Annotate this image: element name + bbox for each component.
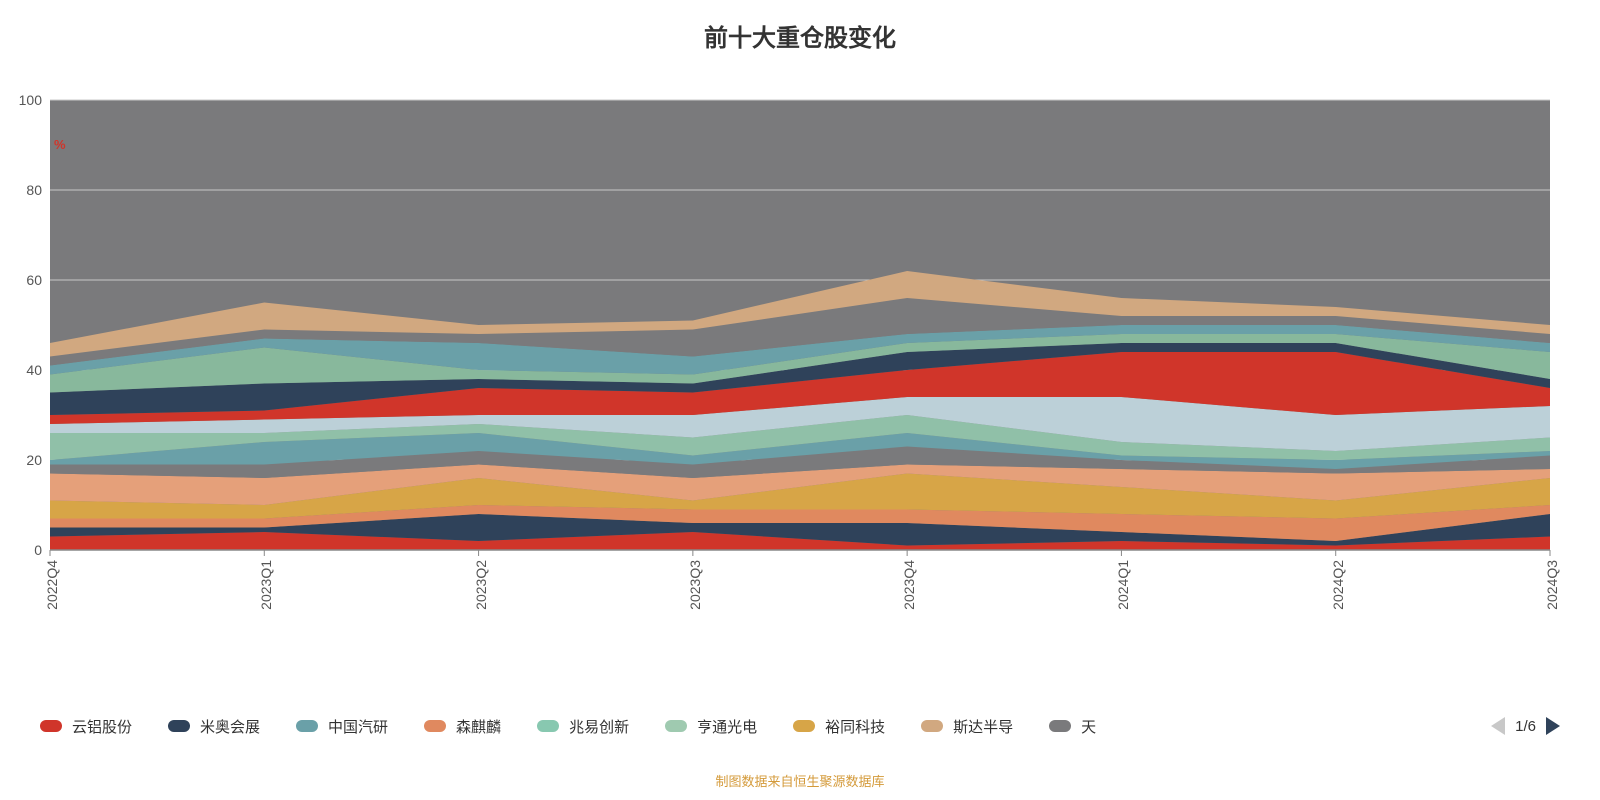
legend-swatch [921, 720, 943, 732]
x-tick-label: 2024Q2 [1330, 560, 1346, 610]
pager-next-icon[interactable] [1546, 717, 1560, 735]
legend-swatch [40, 720, 62, 732]
y-tick-label: 0 [2, 542, 42, 558]
legend-pager: 1/6 [1491, 717, 1560, 735]
footer-credit: 制图数据来自恒生聚源数据库 [0, 771, 1600, 790]
pager-prev-icon[interactable] [1491, 717, 1505, 735]
x-tick-label: 2023Q3 [687, 560, 703, 610]
legend-item[interactable]: 米奥会展 [168, 716, 260, 737]
x-tick-label: 2023Q2 [473, 560, 489, 610]
legend-item[interactable]: 亨通光电 [665, 716, 757, 737]
legend-swatch [665, 720, 687, 732]
legend-item[interactable]: 裕同科技 [793, 716, 885, 737]
y-axis-unit: % [54, 137, 66, 152]
x-tick-label: 2024Q3 [1544, 560, 1560, 610]
chart-area: 020406080100 2022Q42023Q12023Q22023Q3202… [50, 100, 1550, 550]
legend-swatch [168, 720, 190, 732]
y-tick-label: 80 [2, 182, 42, 198]
legend-label: 斯达半导 [953, 716, 1013, 737]
x-tick-label: 2023Q4 [901, 560, 917, 610]
y-tick-label: 20 [2, 452, 42, 468]
legend-swatch [424, 720, 446, 732]
legend-label: 兆易创新 [569, 716, 629, 737]
legend-swatch [1049, 720, 1071, 732]
legend-label: 天 [1081, 716, 1096, 737]
legend-swatch [793, 720, 815, 732]
y-tick-label: 60 [2, 272, 42, 288]
pager-text: 1/6 [1515, 718, 1536, 735]
legend-item[interactable]: 云铝股份 [40, 716, 132, 737]
legend-swatch [296, 720, 318, 732]
legend-label: 米奥会展 [200, 716, 260, 737]
legend-label: 亨通光电 [697, 716, 757, 737]
legend-swatch [537, 720, 559, 732]
legend-item[interactable]: 天 [1049, 716, 1096, 737]
legend-item[interactable]: 兆易创新 [537, 716, 629, 737]
legend-item[interactable]: 中国汽研 [296, 716, 388, 737]
x-tick-label: 2023Q1 [258, 560, 274, 610]
legend-label: 裕同科技 [825, 716, 885, 737]
legend-item[interactable]: 森麒麟 [424, 716, 501, 737]
legend-item[interactable]: 斯达半导 [921, 716, 1013, 737]
y-tick-label: 40 [2, 362, 42, 378]
x-tick-label: 2022Q4 [44, 560, 60, 610]
x-tick-label: 2024Q1 [1115, 560, 1131, 610]
legend: 云铝股份 米奥会展 中国汽研 森麒麟 兆易创新 亨通光电 裕同科技 斯达半导 天 1/6 [40, 712, 1560, 740]
y-tick-label: 100 [2, 92, 42, 108]
stacked-area-chart [50, 100, 1550, 550]
chart-title: 前十大重仓股变化 [0, 18, 1600, 53]
legend-label: 云铝股份 [72, 716, 132, 737]
legend-label: 中国汽研 [328, 716, 388, 737]
legend-label: 森麒麟 [456, 716, 501, 737]
